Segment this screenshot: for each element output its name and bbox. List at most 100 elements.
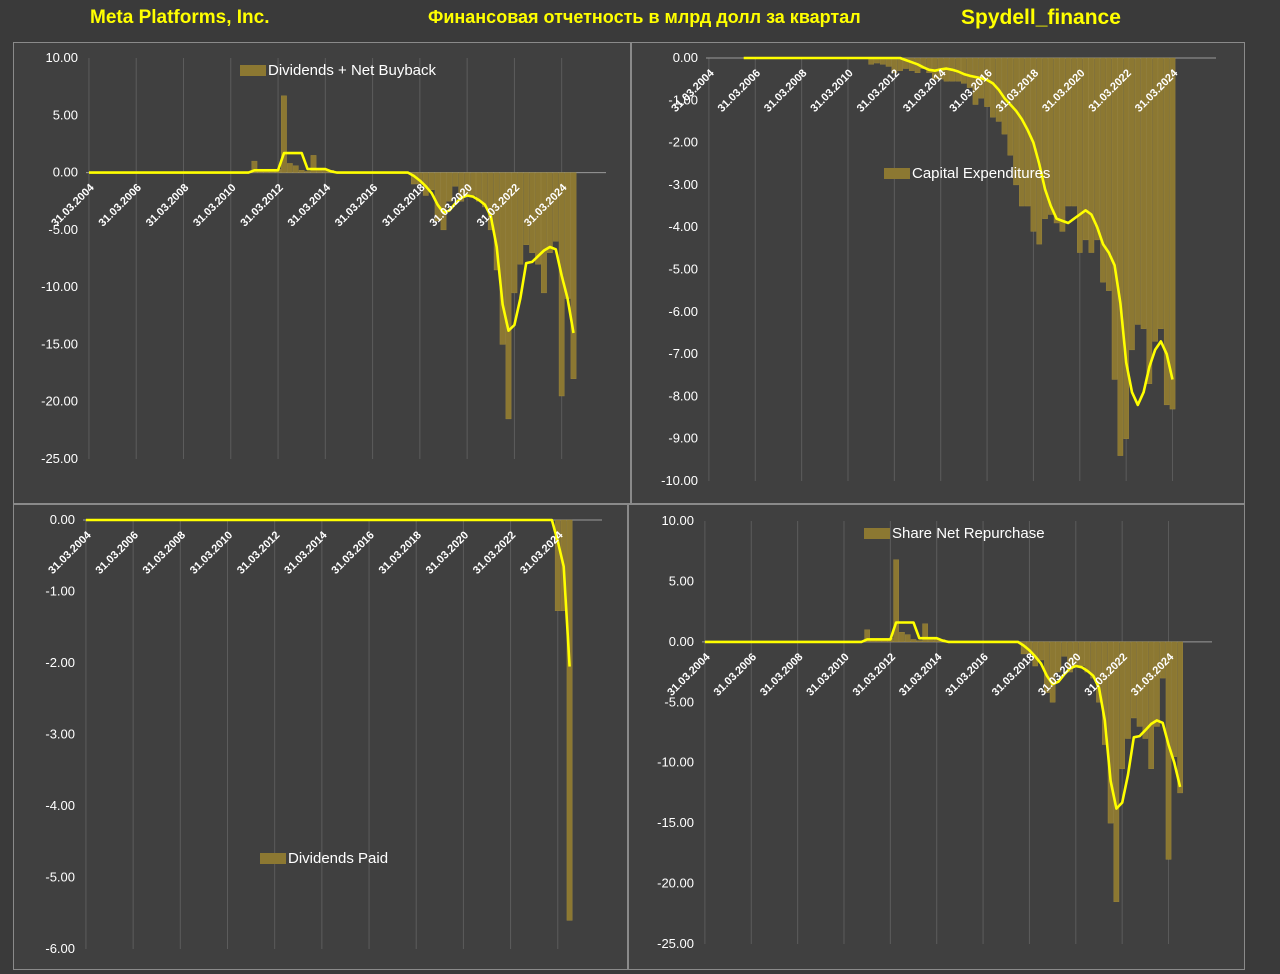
bar bbox=[1048, 57, 1054, 215]
bar bbox=[1096, 641, 1102, 703]
legend-label: Dividends Paid bbox=[288, 850, 388, 867]
y-tick-label: -5.00 bbox=[668, 262, 698, 277]
bar bbox=[961, 57, 967, 84]
legend-label: Share Net Repurchase bbox=[892, 525, 1045, 542]
bar bbox=[440, 172, 447, 231]
y-tick-label: -3.00 bbox=[668, 177, 698, 192]
bar bbox=[910, 639, 917, 643]
x-tick-label: 31.03.2014 bbox=[897, 651, 945, 699]
bar bbox=[458, 172, 465, 202]
x-tick-label: 31.03.2010 bbox=[804, 651, 851, 698]
bar bbox=[1077, 57, 1083, 253]
x-tick-label: 31.03.2016 bbox=[329, 529, 376, 576]
x-tick-label: 31.03.2014 bbox=[282, 529, 330, 577]
bar bbox=[1152, 57, 1158, 342]
bar bbox=[554, 519, 561, 612]
bar bbox=[298, 170, 305, 173]
bar bbox=[547, 172, 553, 253]
y-tick-label: -10.00 bbox=[657, 755, 694, 770]
bar bbox=[251, 160, 258, 173]
x-tick-label: 31.03.2012 bbox=[235, 529, 282, 576]
y-tick-label: 5.00 bbox=[53, 107, 78, 122]
y-tick-label: 10.00 bbox=[661, 513, 694, 528]
chart-svg: 0.00 -1.00 -2.00 -3.00 -4.00 -5.00 -6.00 31.03.… bbox=[45, 512, 602, 956]
bar bbox=[1094, 57, 1100, 241]
x-tick-label: 31.03.2004 bbox=[669, 67, 717, 115]
y-tick-label: -1.00 bbox=[668, 92, 698, 107]
y-tick-label: 0.00 bbox=[673, 50, 698, 65]
bar bbox=[1059, 57, 1066, 232]
y-tick-label: -1.00 bbox=[45, 584, 75, 599]
y-tick-label: -15.00 bbox=[41, 336, 78, 351]
y-tick-label: -9.00 bbox=[668, 431, 698, 446]
x-tick-label: 31.03.2010 bbox=[188, 529, 235, 576]
x-tick-label: 31.03.2008 bbox=[758, 651, 805, 698]
x-tick-label: 31.03.2014 bbox=[901, 67, 949, 115]
bar bbox=[523, 172, 530, 245]
bar bbox=[1158, 57, 1164, 329]
x-tick-label: 31.03.2020 bbox=[424, 529, 471, 576]
x-tick-label: 31.03.2004 bbox=[46, 529, 94, 577]
y-tick-label: -6.00 bbox=[45, 941, 75, 956]
x-tick-label: 31.03.2008 bbox=[141, 529, 188, 576]
bar bbox=[452, 172, 459, 187]
y-tick-label: -5.00 bbox=[45, 870, 75, 885]
x-tick-label: 31.03.2006 bbox=[716, 67, 763, 114]
bar bbox=[1038, 641, 1044, 661]
bar bbox=[434, 172, 441, 221]
bar bbox=[1088, 57, 1095, 253]
bar bbox=[1146, 57, 1153, 384]
bar bbox=[972, 57, 979, 105]
x-tick-label: 31.03.2008 bbox=[144, 182, 191, 229]
bar bbox=[899, 631, 905, 643]
chart-dividends-net-buyback: 10.00 5.00 0.00 -5.00 -10.00 -15.00 -20.00 -25.… bbox=[13, 42, 631, 504]
y-tick-label: -7.00 bbox=[668, 346, 698, 361]
bar bbox=[1065, 57, 1072, 207]
x-tick-label: 31.03.2018 bbox=[380, 182, 427, 229]
y-tick-label: -25.00 bbox=[657, 936, 694, 951]
y-tick-label: -15.00 bbox=[657, 815, 694, 830]
bar bbox=[1163, 57, 1170, 406]
bar bbox=[893, 559, 899, 643]
bar bbox=[1053, 57, 1060, 224]
chart-svg: 0.00 -1.00 -2.00 -3.00 -4.00 -5.00 -6.00 -7.00 -… bbox=[661, 50, 1216, 488]
bar bbox=[1130, 641, 1137, 719]
bar bbox=[541, 172, 547, 294]
bar bbox=[1169, 57, 1176, 410]
bar bbox=[1019, 57, 1025, 207]
x-tick-label: 31.03.2016 bbox=[333, 182, 380, 229]
bar bbox=[1013, 57, 1019, 186]
bar bbox=[1061, 641, 1068, 657]
y-tick-label: -6.00 bbox=[668, 304, 698, 319]
y-tick-label: -20.00 bbox=[657, 876, 694, 891]
company-title: Meta Platforms, Inc. bbox=[90, 7, 270, 28]
bar bbox=[1136, 641, 1143, 727]
bar bbox=[511, 172, 518, 294]
x-tick-label: 31.03.2010 bbox=[808, 67, 855, 114]
bar bbox=[517, 172, 524, 265]
bar bbox=[966, 57, 973, 88]
chart-capital-expenditures: 0.00 -1.00 -2.00 -3.00 -4.00 -5.00 -6.00 -7.00 -… bbox=[631, 42, 1245, 504]
bar bbox=[1119, 641, 1125, 769]
bar bbox=[535, 172, 541, 265]
bar bbox=[1107, 641, 1114, 824]
bar bbox=[281, 95, 287, 173]
bar bbox=[904, 634, 911, 643]
y-tick-label: -5.00 bbox=[664, 694, 694, 709]
bar bbox=[292, 165, 299, 173]
y-tick-label: -8.00 bbox=[668, 388, 698, 403]
bar bbox=[1125, 641, 1131, 739]
bar bbox=[1067, 641, 1073, 673]
chart-share-net-repurchase: 10.00 5.00 0.00 -5.00 -10.00 -15.00 -20.00 -25.… bbox=[628, 504, 1245, 970]
page-header: Meta Platforms, Inc. Финансовая отчетнос… bbox=[0, 0, 1280, 40]
bar bbox=[310, 155, 317, 173]
x-tick-label: 31.03.2016 bbox=[943, 651, 990, 698]
bar bbox=[1100, 57, 1106, 283]
x-tick-label: 31.03.2018 bbox=[990, 651, 1037, 698]
bar bbox=[499, 172, 506, 345]
y-tick-label: 0.00 bbox=[50, 512, 75, 527]
bar bbox=[304, 171, 311, 173]
bar bbox=[1129, 57, 1135, 351]
y-tick-label: 10.00 bbox=[45, 50, 78, 65]
bar bbox=[1177, 641, 1183, 794]
